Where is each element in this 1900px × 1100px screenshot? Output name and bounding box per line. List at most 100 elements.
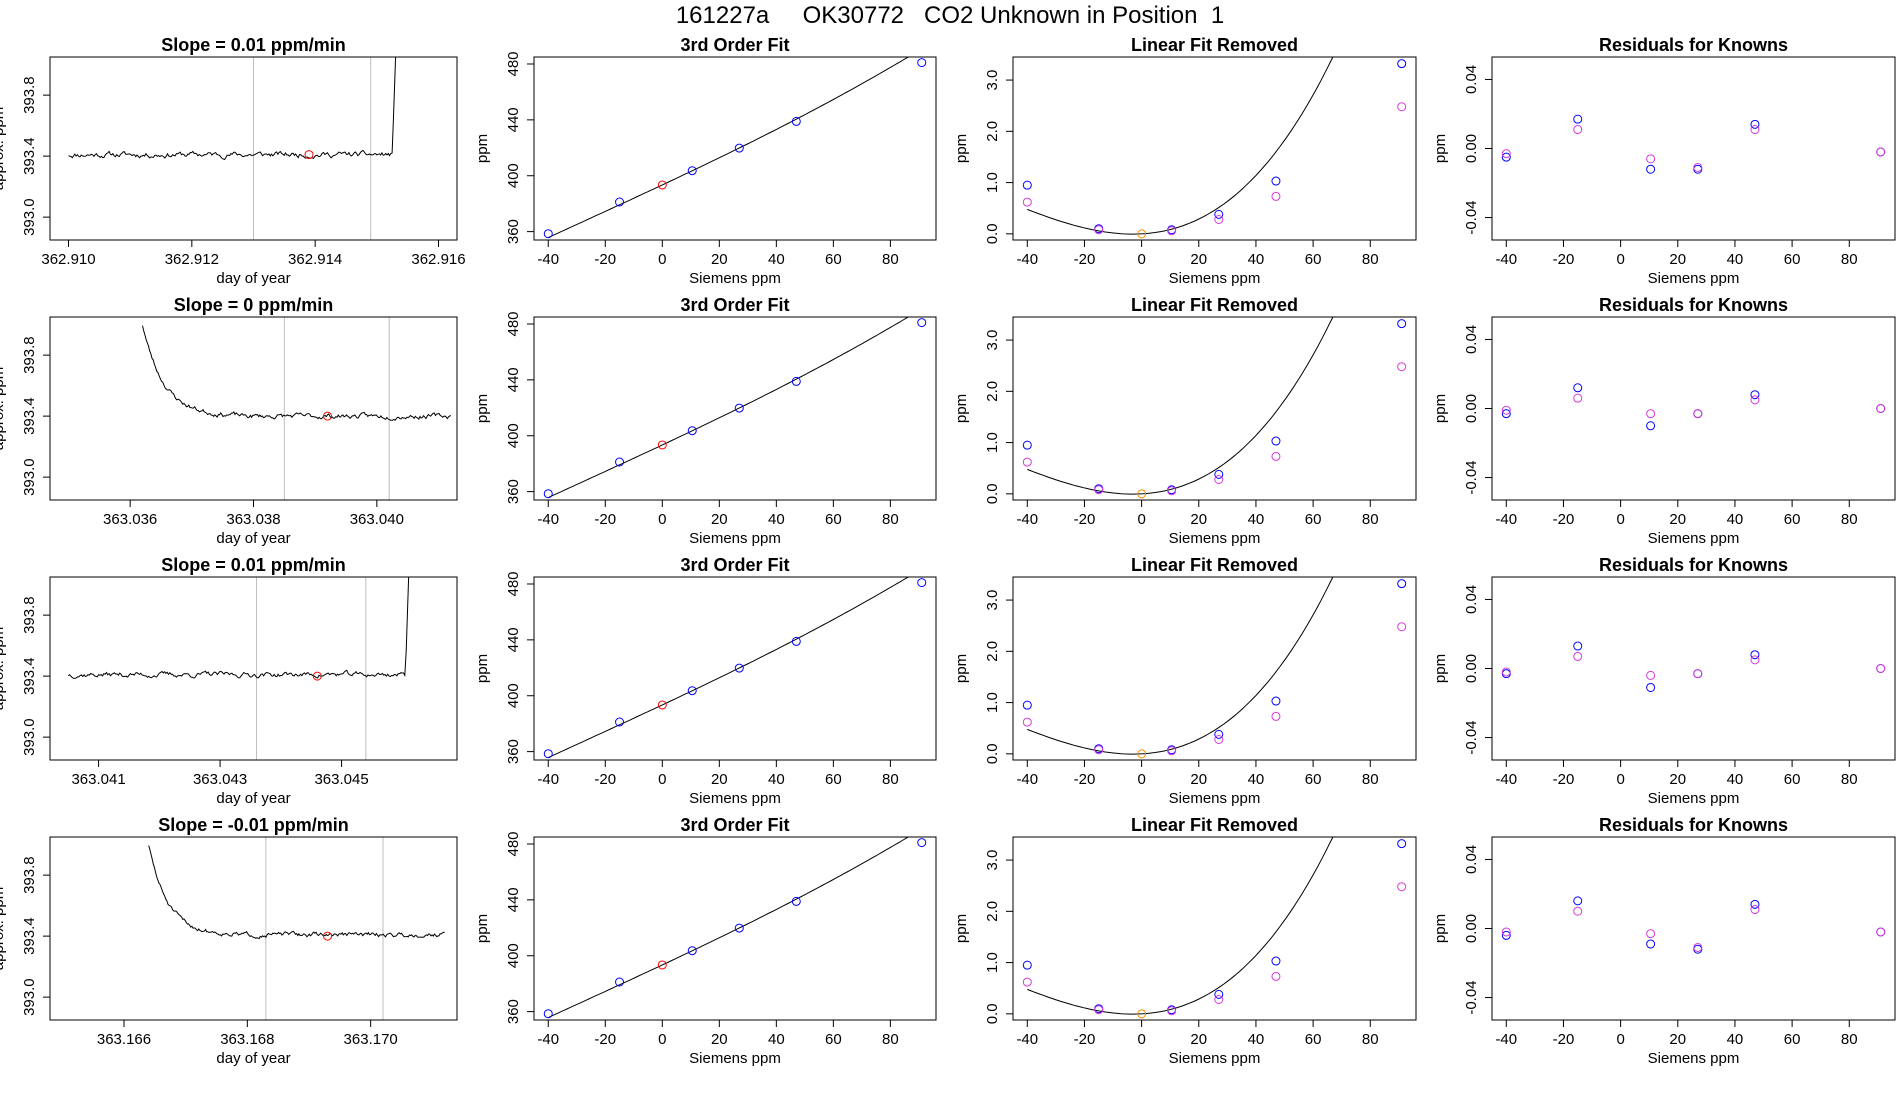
data-point-red bbox=[657, 960, 667, 970]
y-tick-label: 1.0 bbox=[984, 172, 1001, 193]
x-tick-label: -40 bbox=[1495, 511, 1517, 528]
x-tick-label: 60 bbox=[1784, 251, 1801, 268]
data-point-purple bbox=[1573, 651, 1583, 661]
data-point-purple bbox=[1214, 734, 1224, 744]
data-point-purple bbox=[1876, 927, 1886, 937]
data-point-purple bbox=[1214, 214, 1224, 224]
x-tick-label: 0 bbox=[1137, 511, 1145, 528]
data-point-blue bbox=[1271, 176, 1281, 186]
plot-frame bbox=[1012, 576, 1417, 761]
data-point-purple bbox=[1876, 147, 1886, 157]
x-tick-label: -40 bbox=[537, 1031, 559, 1048]
data-point-purple bbox=[1094, 745, 1104, 755]
y-tick-label: 393.4 bbox=[21, 917, 38, 955]
data-point-purple bbox=[1167, 486, 1177, 496]
panel-res-4: Residuals for Knowns Siemens ppm ppm -40 -20… bbox=[1432, 815, 1896, 1067]
data-point-blue bbox=[1214, 209, 1224, 219]
plot-frame bbox=[1491, 316, 1896, 501]
x-axis-label: day of year bbox=[216, 270, 290, 287]
y-tick-label: 1.0 bbox=[984, 432, 1001, 453]
x-tick-label: 20 bbox=[711, 1031, 728, 1048]
y-tick-label: 393.0 bbox=[21, 458, 38, 496]
plot-frame bbox=[1491, 56, 1896, 241]
data-point-blue bbox=[615, 197, 625, 207]
x-tick-label: 80 bbox=[1841, 251, 1858, 268]
x-tick-label: -20 bbox=[1074, 511, 1096, 528]
x-tick-label: 0 bbox=[658, 771, 666, 788]
y-axis-label: approx. ppm bbox=[0, 627, 7, 710]
data-point-red bbox=[657, 180, 667, 190]
data-point-blue bbox=[1501, 930, 1511, 940]
x-tick-label: 0 bbox=[658, 251, 666, 268]
data-point-purple bbox=[1750, 395, 1760, 405]
plot-frame bbox=[49, 836, 458, 1021]
plot-frame bbox=[533, 836, 937, 1021]
data-point-purple bbox=[1646, 409, 1656, 419]
panel-title: 3rd Order Fit bbox=[680, 295, 789, 315]
y-axis-label: approx. ppm bbox=[0, 367, 7, 450]
data-point-blue bbox=[917, 58, 927, 68]
data-point-blue bbox=[1573, 896, 1583, 906]
x-tick-label: 80 bbox=[1362, 251, 1379, 268]
data-point-blue bbox=[687, 166, 697, 176]
data-point-blue bbox=[734, 923, 744, 933]
y-tick-label: 0.04 bbox=[1463, 585, 1480, 614]
data-point-blue bbox=[1573, 383, 1583, 393]
data-point-orange bbox=[1137, 749, 1147, 759]
data-point-purple bbox=[1501, 667, 1511, 677]
x-axis-label: day of year bbox=[216, 530, 290, 547]
x-tick-label: 20 bbox=[1669, 251, 1686, 268]
panel-res-1: Residuals for Knowns Siemens ppm ppm -40 -20… bbox=[1432, 35, 1896, 287]
panel-res-2: Residuals for Knowns Siemens ppm ppm -40 -20… bbox=[1432, 295, 1896, 547]
y-tick-label: 0.04 bbox=[1463, 845, 1480, 874]
y-tick-label: 393.8 bbox=[21, 336, 38, 374]
data-point-blue bbox=[1693, 944, 1703, 954]
data-point-purple bbox=[1271, 191, 1281, 201]
y-tick-label: 3.0 bbox=[984, 850, 1001, 871]
x-tick-label: 363.168 bbox=[220, 1031, 274, 1048]
x-axis-label: Siemens ppm bbox=[1169, 790, 1261, 807]
x-tick-label: 60 bbox=[1305, 251, 1322, 268]
data-trace-line bbox=[68, 57, 397, 161]
panel-lin-2: Linear Fit Removed Siemens ppm ppm -40 -20 0 2… bbox=[953, 295, 1417, 547]
panel-title: Linear Fit Removed bbox=[1131, 555, 1298, 575]
data-point-blue bbox=[543, 749, 553, 759]
plot-frame bbox=[533, 576, 937, 761]
x-axis-label: day of year bbox=[216, 790, 290, 807]
y-axis-label: ppm bbox=[474, 654, 491, 683]
panel-lin-4: Linear Fit Removed Siemens ppm ppm -40 -20 0 2… bbox=[953, 815, 1417, 1067]
data-point-blue bbox=[1397, 579, 1407, 589]
y-tick-label: 393.8 bbox=[21, 596, 38, 634]
y-tick-label: 400 bbox=[505, 423, 522, 448]
plot-frame bbox=[49, 56, 458, 241]
x-tick-label: 80 bbox=[1841, 511, 1858, 528]
fit-curve bbox=[1027, 317, 1334, 495]
fit-curve bbox=[1027, 577, 1334, 755]
data-point-blue bbox=[1214, 469, 1224, 479]
data-point-blue bbox=[1271, 956, 1281, 966]
panel-title: Slope = 0 ppm/min bbox=[174, 295, 334, 315]
data-point-blue bbox=[1501, 669, 1511, 679]
data-point-blue bbox=[791, 376, 801, 386]
y-tick-label: 1.0 bbox=[984, 692, 1001, 713]
x-tick-label: 40 bbox=[1727, 771, 1744, 788]
x-axis-label: Siemens ppm bbox=[1648, 530, 1740, 547]
panel-trace-3: Slope = 0.01 ppm/min day of year approx. p… bbox=[0, 555, 458, 807]
y-tick-label: 480 bbox=[505, 831, 522, 856]
data-point-purple bbox=[1646, 929, 1656, 939]
y-axis-label: approx. ppm bbox=[0, 887, 7, 970]
data-point-purple bbox=[1693, 669, 1703, 679]
data-point-purple bbox=[1022, 457, 1032, 467]
panel-fit-2: 3rd Order Fit Siemens ppm ppm -40 -20 0 20 40 60… bbox=[474, 295, 937, 547]
y-tick-label: 360 bbox=[505, 219, 522, 244]
y-axis-label: ppm bbox=[953, 134, 970, 163]
x-tick-label: 40 bbox=[768, 1031, 785, 1048]
selected-point-marker bbox=[312, 671, 322, 681]
x-axis-label: Siemens ppm bbox=[689, 1050, 781, 1067]
y-tick-label: 440 bbox=[505, 887, 522, 912]
x-tick-label: 363.166 bbox=[97, 1031, 151, 1048]
data-point-orange bbox=[1137, 229, 1147, 239]
x-tick-label: 0 bbox=[1137, 251, 1145, 268]
x-tick-label: 80 bbox=[1841, 771, 1858, 788]
selected-point-marker bbox=[304, 150, 314, 160]
